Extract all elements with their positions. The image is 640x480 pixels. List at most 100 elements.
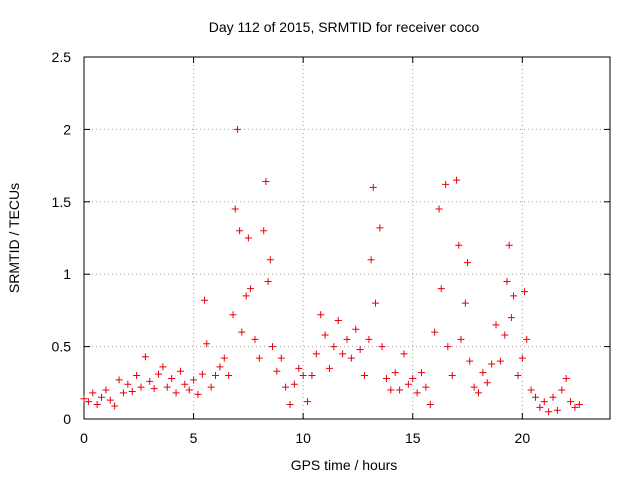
data-point	[128, 387, 136, 395]
x-axis-label: GPS time / hours	[291, 457, 398, 473]
data-point	[431, 328, 439, 336]
y-tick-labels: 0 0.5 1 1.5 2 2.5	[52, 49, 72, 427]
data-point	[531, 393, 539, 401]
data-point	[89, 389, 97, 397]
data-point	[98, 393, 106, 401]
data-point	[356, 345, 364, 353]
data-point	[426, 401, 434, 409]
data-point	[488, 360, 496, 368]
x-tick-label: 0	[80, 430, 88, 446]
data-point	[422, 383, 430, 391]
data-point	[308, 372, 316, 380]
grid	[84, 57, 610, 419]
data-point	[229, 311, 237, 319]
data-point	[312, 350, 320, 358]
data-point	[111, 402, 119, 410]
data-point	[141, 353, 149, 361]
data-point	[527, 386, 535, 394]
data-point	[369, 183, 377, 191]
data-point	[299, 372, 307, 380]
data-point	[376, 224, 384, 232]
data-point	[233, 125, 241, 133]
data-point	[464, 259, 472, 267]
data-point	[262, 178, 270, 186]
data-point	[382, 374, 390, 382]
data-point	[352, 325, 360, 333]
data-point	[404, 380, 412, 388]
data-point	[562, 374, 570, 382]
data-point	[492, 321, 500, 329]
data-point	[255, 354, 263, 362]
data-point	[198, 370, 206, 378]
data-point	[93, 401, 101, 409]
data-point	[216, 363, 224, 371]
data-point	[119, 389, 127, 397]
data-point	[124, 380, 132, 388]
data-point	[361, 372, 369, 380]
data-point	[238, 328, 246, 336]
data-point	[277, 354, 285, 362]
data-point	[150, 385, 158, 393]
data-point	[264, 277, 272, 285]
data-point	[80, 395, 88, 403]
data-point	[558, 386, 566, 394]
data-point	[190, 376, 198, 384]
data-point	[286, 401, 294, 409]
data-point	[282, 383, 290, 391]
chart-title: Day 112 of 2015, SRMTID for receiver coc…	[209, 19, 480, 35]
data-point	[514, 372, 522, 380]
y-tick-label: 1	[63, 266, 71, 282]
data-point	[225, 372, 233, 380]
data-point	[371, 299, 379, 307]
data-point	[247, 285, 255, 293]
data-point	[521, 288, 529, 296]
data-point	[260, 227, 268, 235]
data-point	[483, 379, 491, 387]
data-point	[304, 398, 312, 406]
data-point	[413, 389, 421, 397]
data-point	[244, 234, 252, 242]
data-point	[479, 369, 487, 377]
data-point	[168, 374, 176, 382]
data-point	[330, 343, 338, 351]
data-point	[146, 377, 154, 385]
data-point	[181, 380, 189, 388]
y-tick-label: 1.5	[52, 194, 72, 210]
y-tick-label: 2	[63, 121, 71, 137]
data-point	[176, 367, 184, 375]
data-point	[172, 389, 180, 397]
data-point	[159, 363, 167, 371]
data-point	[510, 292, 518, 300]
data-point	[501, 331, 509, 339]
data-point	[567, 398, 575, 406]
data-point	[84, 398, 92, 406]
axis-ticks	[83, 56, 610, 420]
data-point	[457, 335, 465, 343]
data-point	[163, 383, 171, 391]
data-point	[523, 335, 531, 343]
x-tick-label: 15	[405, 430, 421, 446]
data-point	[343, 335, 351, 343]
data-point	[290, 380, 298, 388]
data-point	[448, 372, 456, 380]
data-point	[442, 180, 450, 188]
data-point	[378, 343, 386, 351]
data-point	[545, 408, 553, 416]
plot-frame	[83, 56, 611, 420]
x-tick-label: 10	[295, 430, 311, 446]
data-point	[409, 374, 417, 382]
data-point	[185, 386, 193, 394]
y-tick-label: 2.5	[52, 49, 72, 65]
data-point	[367, 256, 375, 264]
data-point	[575, 401, 583, 409]
data-point	[236, 227, 244, 235]
data-point	[273, 367, 281, 375]
data-point	[435, 205, 443, 213]
data-point	[470, 383, 478, 391]
data-point	[347, 354, 355, 362]
data-point	[444, 343, 452, 351]
data-point	[507, 314, 515, 322]
data-point	[251, 335, 259, 343]
data-point	[220, 354, 228, 362]
data-point	[387, 386, 395, 394]
